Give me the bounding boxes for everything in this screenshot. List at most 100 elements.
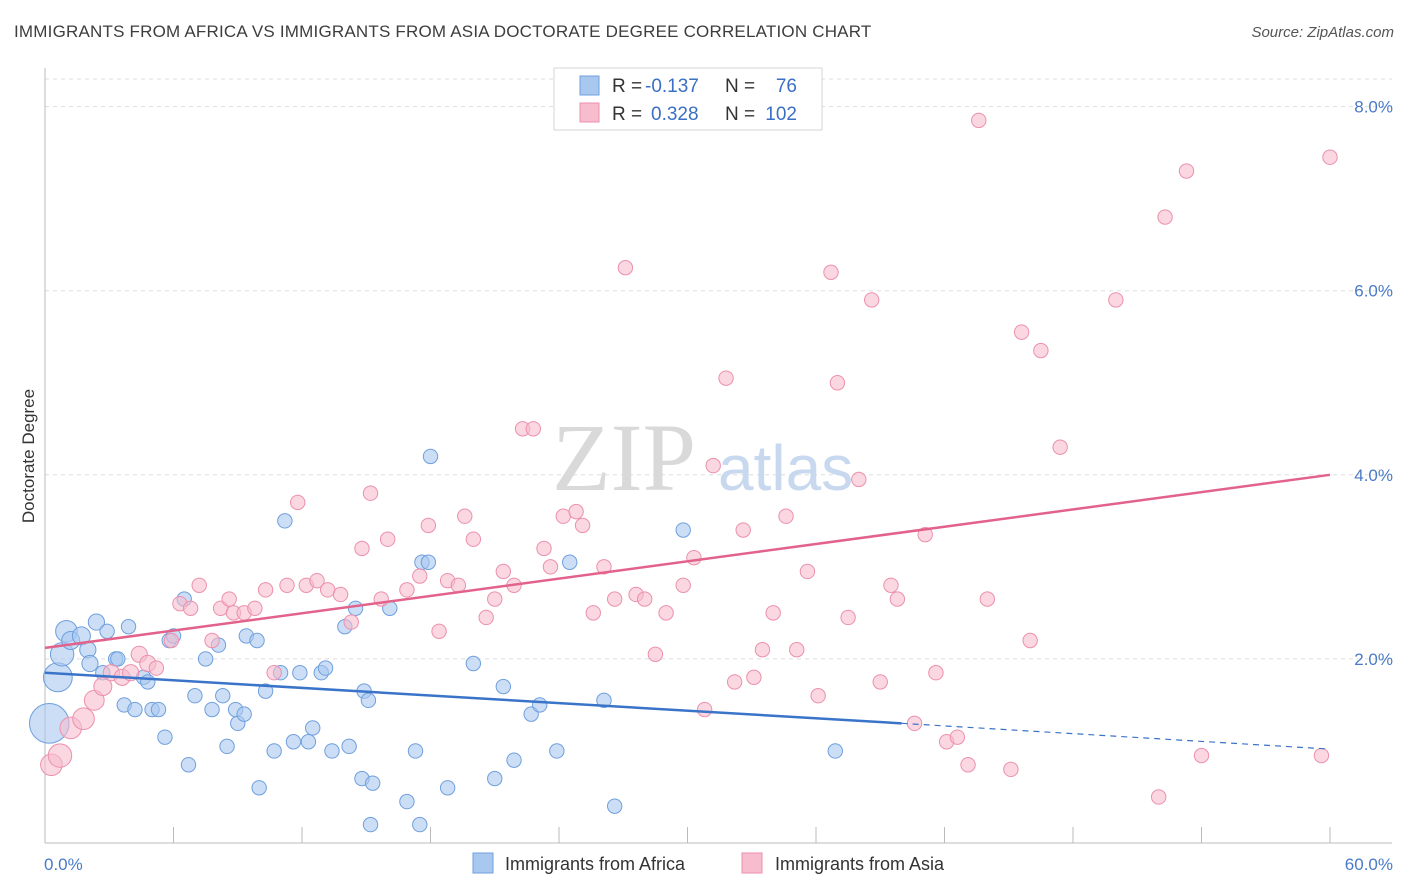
point-asia (928, 665, 944, 681)
point-asia (574, 517, 591, 534)
point-asia (343, 614, 359, 630)
point-africa (215, 688, 231, 704)
point-asia (585, 605, 601, 621)
point-asia (765, 605, 781, 621)
point-asia (247, 600, 263, 616)
point-africa (266, 743, 282, 759)
point-africa (341, 738, 357, 755)
point-asia (431, 623, 447, 639)
point-asia (851, 471, 867, 488)
point-asia (596, 559, 612, 575)
legend-swatch-asia (579, 102, 600, 123)
point-asia (457, 508, 473, 524)
point-africa (187, 688, 203, 704)
point-asia (1033, 342, 1049, 359)
point-africa (465, 655, 482, 672)
point-africa (87, 613, 106, 631)
point-asia (823, 264, 839, 281)
point-asia (72, 707, 95, 731)
trend-line-africa (44, 671, 902, 725)
point-asia (789, 641, 805, 658)
point-africa (399, 793, 415, 810)
bottom-legend-swatch-asia (741, 852, 763, 874)
y-tick-label: 4.0% (1354, 466, 1393, 485)
point-asia (829, 375, 846, 391)
point-asia (840, 609, 856, 626)
point-asia (705, 457, 721, 474)
watermark: ZIP atlas (552, 404, 853, 511)
point-asia (221, 591, 237, 607)
trend-line-asia (44, 473, 1331, 650)
point-asia (872, 674, 888, 690)
point-africa (236, 706, 252, 722)
point-asia (1108, 292, 1124, 308)
series-asia (40, 112, 1338, 805)
point-asia (778, 508, 794, 524)
point-asia (746, 669, 762, 686)
point-asia (478, 609, 494, 626)
point-africa (317, 660, 334, 676)
point-asia (726, 674, 743, 690)
point-africa (277, 513, 293, 529)
point-asia (971, 112, 987, 129)
point-asia (863, 292, 880, 308)
point-asia (696, 701, 713, 718)
point-africa (422, 448, 439, 465)
point-asia (568, 503, 584, 520)
point-asia (542, 559, 559, 575)
point-asia (399, 582, 415, 598)
point-asia (617, 259, 634, 276)
x-tick-label-max: 60.0% (1345, 855, 1393, 874)
point-asia (525, 421, 541, 437)
point-africa (606, 798, 623, 814)
bottom-legend-swatch-africa (472, 852, 494, 874)
point-asia (379, 531, 396, 547)
point-africa (487, 770, 503, 787)
point-asia (182, 600, 199, 616)
point-asia (754, 641, 771, 658)
point-asia (718, 370, 734, 386)
point-africa (219, 738, 235, 755)
point-africa (827, 743, 843, 759)
trend-line-africa-extension (901, 722, 1331, 750)
point-africa (360, 692, 377, 709)
point-africa (412, 816, 428, 833)
point-asia (487, 591, 503, 607)
point-africa (495, 678, 512, 695)
trend-lines (44, 473, 1331, 750)
point-asia (810, 688, 826, 704)
source-credit: Source: ZipAtlas.com (1251, 24, 1394, 41)
point-asia (1178, 163, 1195, 179)
point-asia (906, 715, 923, 732)
point-asia (960, 757, 976, 773)
point-asia (658, 605, 674, 621)
point-asia (362, 485, 379, 501)
point-asia (1193, 747, 1210, 764)
y-tick-label: 8.0% (1354, 98, 1393, 117)
point-asia (1150, 789, 1167, 805)
point-africa (249, 632, 265, 649)
point-africa (197, 651, 214, 667)
point-asia (495, 563, 512, 580)
point-africa (157, 729, 173, 745)
watermark-atlas: atlas (718, 432, 853, 504)
legend-swatch-africa (579, 75, 600, 96)
point-asia (332, 586, 349, 603)
legend-asia-n-label: N = (725, 104, 755, 125)
point-asia (93, 677, 113, 697)
point-africa (285, 734, 302, 750)
point-asia (1003, 761, 1019, 778)
point-asia (465, 531, 482, 547)
point-asia (47, 743, 73, 768)
point-asia (420, 517, 437, 534)
point-africa (305, 720, 321, 736)
point-asia (1022, 632, 1038, 649)
point-asia (290, 494, 306, 511)
point-africa (420, 554, 437, 570)
point-asia (191, 577, 207, 593)
point-africa (110, 651, 126, 667)
point-africa (257, 683, 274, 699)
point-asia (1322, 149, 1338, 165)
point-asia (320, 582, 336, 598)
